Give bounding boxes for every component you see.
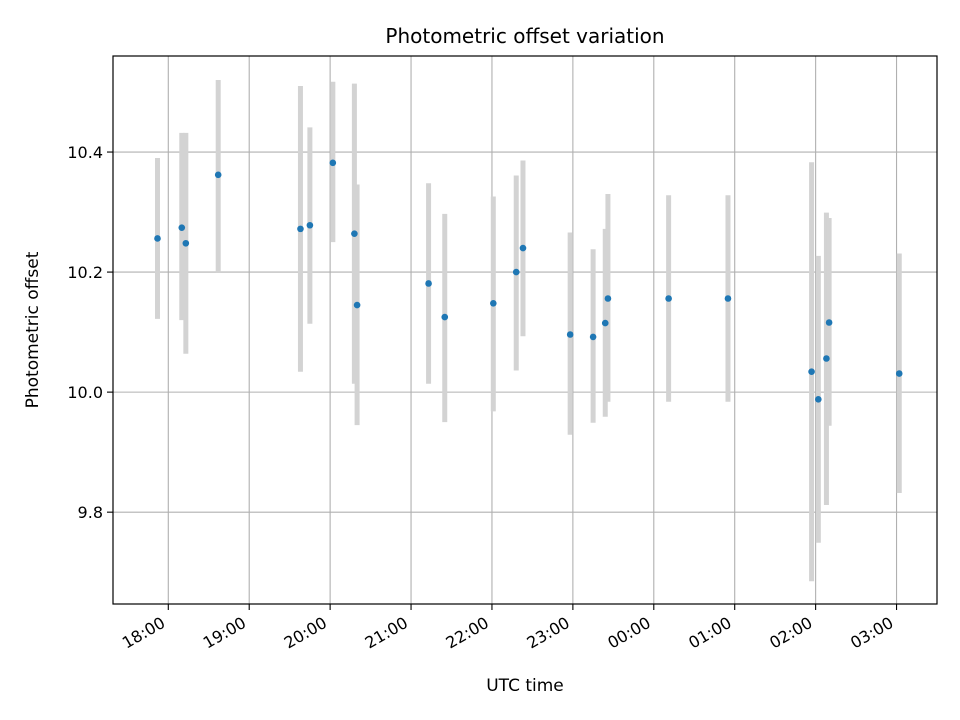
data-point	[306, 221, 314, 229]
y-axis-title: Photometric offset	[23, 251, 43, 408]
data-point	[512, 268, 520, 276]
data-point	[329, 159, 337, 167]
data-point	[895, 370, 903, 377]
data-point	[601, 319, 609, 327]
data-point	[519, 244, 527, 252]
data-point	[604, 295, 612, 302]
y-tick-label: 10.2	[67, 263, 103, 282]
data-point	[589, 333, 597, 341]
data-point	[823, 355, 830, 362]
y-tick-label: 10.0	[67, 383, 103, 402]
y-tick-label: 10.4	[67, 143, 103, 162]
grid-lines	[113, 56, 937, 604]
data-point	[297, 225, 304, 233]
chart-title: Photometric offset variation	[385, 24, 664, 48]
data-point	[214, 171, 222, 179]
x-axis-title: UTC time	[486, 676, 564, 696]
data-point	[808, 368, 815, 376]
y-axis: 9.8 10.0 10.2 10.4	[67, 143, 113, 522]
data-point	[490, 299, 497, 307]
data-point	[825, 319, 833, 326]
data-point	[154, 235, 161, 242]
y-tick-label: 9.8	[78, 503, 103, 522]
data-point	[665, 295, 672, 302]
data-point	[724, 295, 732, 302]
data-point	[351, 230, 358, 237]
data-point	[178, 224, 186, 231]
data-points	[154, 159, 903, 403]
data-point	[182, 239, 190, 247]
plot-frame	[112, 55, 938, 605]
data-point	[353, 301, 361, 309]
data-point	[425, 280, 432, 287]
data-point	[566, 331, 574, 338]
data-point	[815, 396, 822, 403]
data-point	[441, 313, 449, 321]
